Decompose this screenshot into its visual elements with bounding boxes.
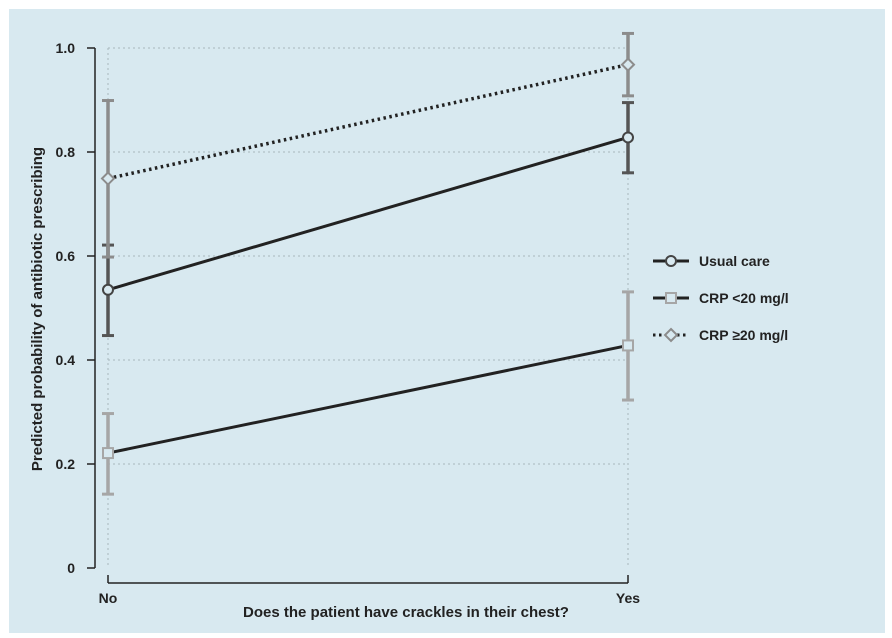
y-tick-label: 0 [67, 560, 75, 576]
data-point [100, 171, 116, 186]
y-tick-label: 0.4 [56, 352, 76, 368]
y-tick-label: 0.8 [56, 144, 76, 160]
data-point [102, 283, 114, 296]
legend-marker [665, 292, 677, 304]
legend-label: CRP ≥20 mg/l [699, 327, 788, 343]
y-tick-label: 1.0 [56, 40, 76, 56]
legend: Usual care CRP <20 mg/l CRP ≥20 mg/l [653, 253, 789, 343]
y-axis-label: Predicted probability of antibiotic pres… [29, 147, 46, 471]
series-layer [100, 31, 636, 496]
data-point [622, 131, 634, 144]
legend-item: Usual care [653, 253, 770, 269]
x-tick-label: No [99, 590, 118, 606]
legend-label: Usual care [699, 253, 770, 269]
data-point [622, 339, 634, 352]
axes: Predicted probability of antibiotic pres… [29, 40, 640, 621]
legend-marker [663, 327, 679, 343]
series-line [107, 62, 629, 181]
data-point [102, 447, 114, 460]
legend-item: CRP <20 mg/l [653, 290, 789, 306]
y-tick-label: 0.2 [56, 456, 76, 472]
data-point [620, 57, 636, 73]
x-axis-label: Does the patient have crackles in their … [243, 604, 569, 621]
series-line [107, 136, 629, 292]
chart-panel: Predicted probability of antibiotic pres… [9, 9, 885, 633]
legend-label: CRP <20 mg/l [699, 290, 789, 306]
grid-layer [107, 47, 629, 568]
x-tick-label: Yes [616, 590, 640, 606]
legend-marker [665, 255, 677, 267]
line-chart: Predicted probability of antibiotic pres… [29, 31, 789, 621]
y-tick-label: 0.6 [56, 248, 76, 264]
series-line [107, 343, 629, 455]
legend-item: CRP ≥20 mg/l [653, 327, 788, 343]
